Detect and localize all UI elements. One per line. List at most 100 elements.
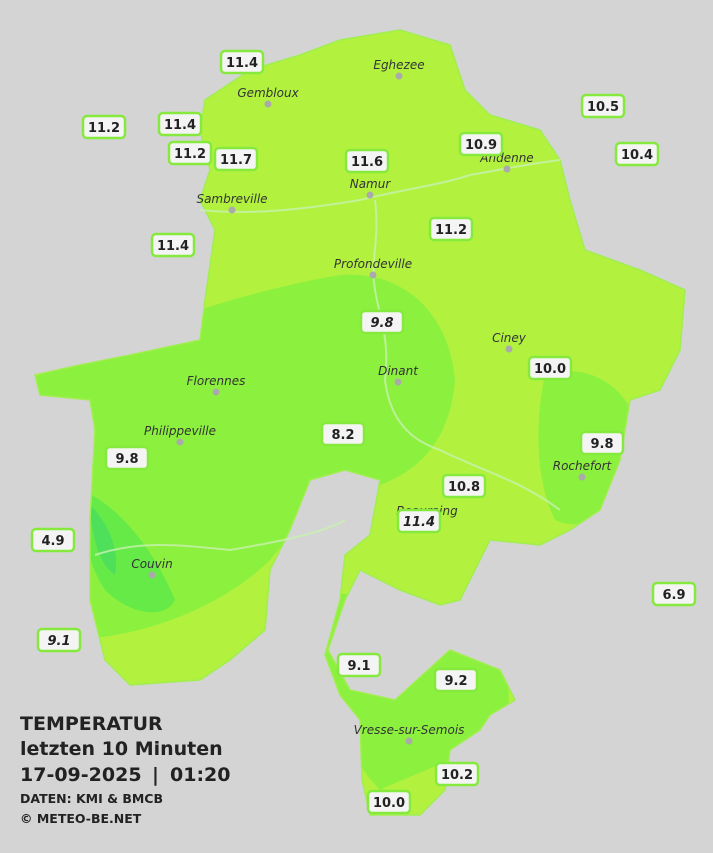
city-dot [394, 378, 402, 386]
station-value: 9.8 [115, 452, 138, 467]
station: 6.9 [651, 581, 697, 607]
date: 17-09-2025 [20, 764, 142, 786]
station-value: 10.8 [448, 480, 480, 495]
station: 10.9 [458, 131, 504, 157]
station-value: 9.8 [590, 437, 613, 452]
city-dot [228, 206, 236, 214]
city-label: Couvin [131, 557, 172, 571]
city-label: Eghezee [373, 58, 424, 72]
legend-block: TEMPERATUR letzten 10 Minuten 17-09-2025… [20, 713, 230, 826]
station-value: 11.4 [403, 515, 435, 530]
city-dot [395, 72, 403, 80]
city-dot [176, 438, 184, 446]
station: 9.1 [36, 627, 82, 653]
station: 11.2 [167, 140, 213, 166]
station-value: 8.2 [331, 428, 354, 443]
station: 10.0 [527, 355, 573, 381]
station-box [428, 216, 474, 242]
station-value: 10.5 [587, 100, 619, 115]
city-dot [405, 737, 413, 745]
station: 9.8 [359, 309, 405, 335]
station-value: 4.9 [41, 534, 64, 549]
station: 11.4 [396, 508, 442, 534]
station: 11.4 [219, 49, 265, 75]
city-label: Ciney [492, 331, 527, 345]
city-label: Gembloux [237, 86, 299, 100]
station-value: 11.2 [88, 121, 120, 136]
station-box [651, 581, 697, 607]
station: 9.2 [433, 667, 479, 693]
station-box [527, 355, 573, 381]
station-value: 9.8 [370, 316, 393, 331]
station-value: 10.0 [373, 796, 405, 811]
city-dot [369, 271, 377, 279]
station-box [359, 309, 405, 335]
station-value: 11.4 [157, 239, 189, 254]
station-value: 10.4 [621, 148, 653, 163]
station: 10.0 [366, 789, 412, 815]
station-value: 9.1 [347, 659, 370, 674]
station-value: 11.6 [351, 155, 383, 170]
city-dot [505, 345, 513, 353]
station-value: 9.1 [47, 634, 70, 649]
station-box [580, 93, 626, 119]
city-dot [578, 473, 586, 481]
station: 10.8 [441, 473, 487, 499]
station: 9.8 [104, 445, 150, 471]
station-value: 11.4 [226, 56, 258, 71]
city-label: Philippeville [144, 424, 216, 438]
station: 11.4 [157, 111, 203, 137]
station-box [396, 508, 442, 534]
station: 11.6 [344, 148, 390, 174]
station-box [441, 473, 487, 499]
cities: EghezeeGemblouxAndenneNamurSambrevillePr… [131, 58, 613, 745]
zone-cold [90, 505, 116, 575]
station: 11.2 [428, 216, 474, 242]
station: 10.4 [614, 141, 660, 167]
station-value: 11.7 [220, 153, 252, 168]
station: 8.2 [320, 421, 366, 447]
city-dot [503, 165, 511, 173]
station-box [344, 148, 390, 174]
station-box [336, 652, 382, 678]
city-label: Dinant [378, 364, 419, 378]
station-box [213, 146, 259, 172]
station-box [614, 141, 660, 167]
city-label: Sambreville [196, 192, 267, 206]
station-box [433, 667, 479, 693]
station: 10.2 [434, 761, 480, 787]
station: 10.5 [580, 93, 626, 119]
station-box [30, 527, 76, 553]
separator: | [152, 764, 159, 786]
station-box [167, 140, 213, 166]
city-label: Vresse-sur-Semois [354, 723, 465, 737]
city-dot [264, 100, 272, 108]
station-value: 6.9 [662, 588, 685, 603]
station-value: 10.2 [441, 768, 473, 783]
zone-cool [80, 490, 175, 613]
station: 11.7 [213, 146, 259, 172]
station-box [81, 114, 127, 140]
station-box [579, 430, 625, 456]
stations: 11.4 11.2 11.4 11.2 11.7 11.6 10.9 10.5 10.4 11.2… [30, 49, 697, 815]
city-label: Florennes [187, 374, 246, 388]
station-value: 10.0 [534, 362, 566, 377]
city-dot [366, 191, 374, 199]
station: 11.4 [150, 232, 196, 258]
station-value: 9.2 [444, 674, 467, 689]
station-box [157, 111, 203, 137]
station: 9.1 [336, 652, 382, 678]
station-box [366, 789, 412, 815]
station-value: 11.4 [164, 118, 196, 133]
time: 01:20 [170, 764, 230, 786]
city-label: Rochefort [553, 459, 613, 473]
city-label: Profondeville [334, 257, 412, 271]
subtitle: letzten 10 Minuten [20, 738, 223, 760]
city-label: Namur [350, 177, 392, 191]
station-box [104, 445, 150, 471]
city-dot [212, 388, 220, 396]
station-box [434, 761, 480, 787]
station-value: 11.2 [435, 223, 467, 238]
station-value: 11.2 [174, 147, 206, 162]
